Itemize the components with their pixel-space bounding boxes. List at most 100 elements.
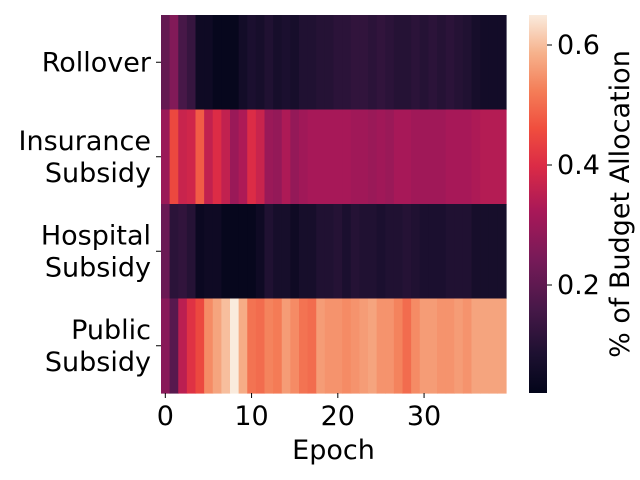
heatmap-cell [368,204,378,300]
heatmap-cell [342,109,352,205]
heatmap-cell [161,298,171,394]
heatmap-cell [238,109,248,205]
heatmap-cell [359,298,369,394]
heatmap-cell [488,298,498,394]
heatmap-cell [428,298,438,394]
heatmap-cell [316,15,326,111]
heatmap-cell [195,204,205,300]
heatmap-cell [342,15,352,111]
heatmap-cell [333,298,343,394]
heatmap-cell [186,298,197,394]
colorbar-tick-label: 0.4 [557,150,600,181]
heatmap-cell [195,15,205,111]
heatmap-cell [428,204,438,300]
x-tick-label: 0 [157,401,174,432]
heatmap-cell [350,204,360,300]
x-tick-label: 10 [234,401,268,432]
heatmap-cell [454,15,464,111]
heatmap-cell [411,204,421,300]
heatmap-cell [359,15,369,111]
heatmap-cell [161,15,171,111]
heatmap-cell [230,109,240,205]
heatmap-cell [359,204,369,300]
heatmap-cell [212,298,222,394]
heatmap-cell [247,15,257,111]
heatmap-cell [480,15,490,111]
heatmap-cell [471,15,481,111]
heatmap-cell [462,15,473,111]
heatmap-cell [454,298,464,394]
heatmap-cell [212,204,222,300]
heatmap-cell [480,298,490,394]
heatmap-cell [195,109,205,205]
heatmap-cell [212,15,222,111]
heatmap-cell [273,15,283,111]
heatmap-cell [299,204,309,300]
heatmap-cell [497,109,507,205]
heatmap-cell [462,109,473,205]
heatmap-cell [350,298,360,394]
y-tick-label: Rollover [42,47,152,78]
heatmap-cell [221,109,231,205]
y-tick-label: Public Subsidy [45,315,151,378]
heatmap-cell [419,15,429,111]
heatmap-cell [247,109,257,205]
colorbar-tick-label: 0.6 [557,30,600,61]
heatmap-cell [402,298,412,394]
heatmap-cell [230,204,240,300]
heatmap-cell [428,109,438,205]
heatmap-cell [204,109,214,205]
heatmap-cell [290,109,300,205]
heatmap-cell [342,204,352,300]
x-axis-title: Epoch [292,435,375,466]
heatmap-cell [402,204,412,300]
heatmap-cell [307,298,317,394]
heatmap-cell [419,204,429,300]
colorbar-title: % of Budget Allocation [605,50,636,358]
y-axis-ticks: Rollover Insurance Subsidy Hospital Subsidy P… [19,47,161,378]
heatmap-cell [290,15,300,111]
heatmap-cell [376,15,386,111]
heatmap-cell [178,298,188,394]
heatmap-cell [264,109,274,205]
heatmap-cell [462,204,473,300]
heatmap-cell [169,204,179,300]
heatmap-cell [324,204,335,300]
heatmap-cell [178,204,188,300]
heatmap-cell [333,109,343,205]
heatmap-cell [497,204,507,300]
heatmap-cell [204,204,214,300]
y-tick-label: Insurance Subsidy [19,126,151,189]
heatmap-cell [488,15,498,111]
heatmap-cell [497,15,507,111]
heatmap-cell [376,298,386,394]
heatmap-cell [376,109,386,205]
heatmap-cell [402,15,412,111]
heatmap-cell [368,15,378,111]
heatmap-cell [230,15,240,111]
heatmap-cell [212,109,222,205]
heatmap-cell [307,15,317,111]
heatmap-cell [445,15,455,111]
heatmap-cell [437,109,447,205]
heatmap-cell [480,109,490,205]
heatmap-cell [333,15,343,111]
heatmap-cell [454,109,464,205]
heatmap-cell [281,298,291,394]
heatmap-cell [281,204,291,300]
heatmap-cells [161,15,507,394]
heatmap-cell [316,204,326,300]
heatmap-cell [247,298,257,394]
heatmap-cell [437,298,447,394]
heatmap-cell [169,15,179,111]
heatmap-cell [437,15,447,111]
heatmap-cell [299,15,309,111]
y-tick-label: Hospital Subsidy [41,220,151,283]
heatmap-cell [471,109,481,205]
heatmap-cell [368,298,378,394]
heatmap-cell [411,15,421,111]
heatmap-cell [178,109,188,205]
heatmap-cell [281,15,291,111]
heatmap-cell [238,204,248,300]
colorbar-tick-label: 0.2 [557,270,600,301]
